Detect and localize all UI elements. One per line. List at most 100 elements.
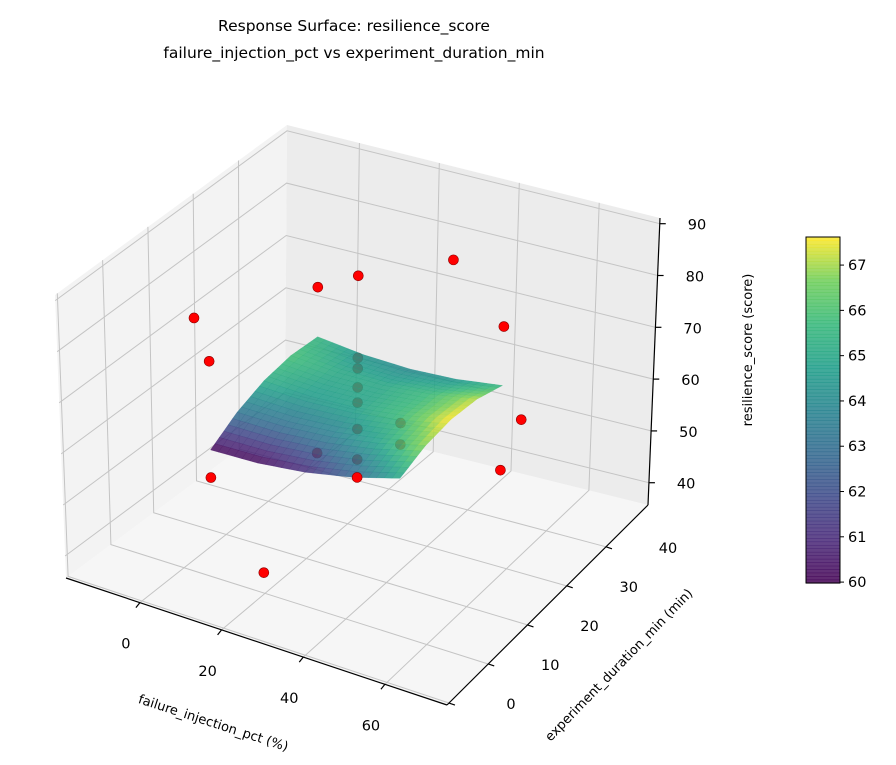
- x-tick: [135, 602, 141, 609]
- colorbar-segment: [806, 579, 840, 584]
- colorbar-segment: [806, 534, 840, 539]
- data-point: [203, 355, 215, 367]
- colorbar-segment: [806, 337, 840, 342]
- colorbar-segment: [806, 326, 840, 332]
- y-gridline: [56, 293, 450, 704]
- floor-pane: [66, 415, 648, 705]
- colorbar-segment: [806, 389, 840, 394]
- colorbar-segment: [806, 527, 840, 532]
- colorbar-segment: [806, 285, 840, 290]
- colorbar-segment: [806, 572, 840, 577]
- colorbar-segment: [806, 309, 840, 314]
- colorbar-segment: [806, 493, 840, 498]
- colorbar-segment: [806, 496, 840, 501]
- colorbar-segment: [806, 320, 840, 325]
- colorbar-segment: [806, 361, 840, 366]
- colorbar-segment: [806, 430, 840, 435]
- y-tick: [488, 663, 495, 667]
- colorbar-segment: [806, 371, 840, 376]
- colorbar-segment: [806, 403, 840, 408]
- colorbar-segment: [806, 558, 840, 563]
- points-front: [188, 254, 527, 578]
- y-axis-line: [446, 504, 649, 706]
- colorbar-segment: [806, 306, 840, 311]
- y-tick: [448, 702, 456, 706]
- colorbar-segment: [806, 278, 840, 283]
- data-point: [351, 472, 363, 483]
- colorbar-segment: [806, 323, 840, 328]
- colorbar-segment: [806, 347, 840, 352]
- y-tick-label: 0: [506, 697, 515, 713]
- y-gridline: [102, 260, 489, 665]
- y-tick-label: 10: [541, 658, 559, 674]
- colorbar-segment: [806, 243, 840, 248]
- colorbar-segment: [806, 330, 840, 335]
- colorbar-segment: [806, 548, 840, 553]
- colorbar-segment: [806, 358, 840, 363]
- colorbar-segment: [806, 250, 840, 255]
- colorbar-segment: [806, 316, 840, 321]
- colorbar-segment: [806, 378, 840, 383]
- colorbar-segment: [806, 458, 840, 463]
- data-point: [188, 312, 200, 324]
- colorbar-segment: [806, 486, 840, 491]
- colorbar-segment: [806, 254, 840, 259]
- colorbar-tick-label: 60: [848, 575, 866, 591]
- z-tick-label: 70: [683, 321, 701, 337]
- colorbar-segment: [806, 538, 840, 543]
- colorbar-segment: [806, 441, 840, 446]
- data-point: [448, 254, 459, 266]
- colorbar-segment: [806, 351, 840, 356]
- colorbar-segment: [806, 264, 840, 269]
- colorbar-segment: [806, 261, 840, 266]
- colorbar-segment: [806, 416, 840, 421]
- colorbar-segment: [806, 451, 840, 456]
- colorbar-segment: [806, 399, 840, 404]
- colorbar: 60 61 62 63 64 65 66 67: [805, 236, 866, 591]
- colorbar-segment: [806, 237, 840, 242]
- colorbar-segment: [806, 551, 840, 556]
- colorbar-segment: [806, 281, 840, 287]
- z-tick-label: 80: [686, 270, 704, 286]
- y-tick: [605, 546, 613, 550]
- z-tick-label: 50: [679, 425, 697, 441]
- colorbar-segment: [806, 302, 840, 307]
- colorbar-segment: [806, 354, 840, 359]
- z-tick-label: 40: [677, 477, 695, 493]
- colorbar-segment: [806, 295, 840, 300]
- colorbar-segment: [806, 475, 840, 480]
- z-gridline: [58, 234, 656, 404]
- colorbar-segment: [806, 427, 840, 432]
- colorbar-segment: [806, 365, 840, 370]
- colorbar-segment: [806, 406, 840, 411]
- colorbar-segment: [806, 444, 840, 449]
- colorbar-segment: [806, 531, 840, 536]
- colorbar-segment: [806, 510, 840, 515]
- z-tick-label: 60: [681, 373, 699, 389]
- x-tick-label: 60: [362, 718, 380, 734]
- colorbar-segment: [806, 392, 840, 397]
- z-gridline: [54, 130, 660, 302]
- colorbar-segment: [806, 268, 840, 273]
- x-tick-label: 40: [280, 691, 298, 707]
- colorbar-segment: [806, 271, 840, 276]
- colorbar-frame: [805, 236, 841, 584]
- colorbar-segment: [806, 340, 840, 345]
- colorbar-segment: [806, 465, 840, 470]
- colorbar-segment: [806, 562, 840, 567]
- colorbar-segment: [806, 472, 840, 477]
- x-axis-line: [65, 577, 448, 706]
- data-point: [498, 321, 510, 332]
- colorbar-segment: [806, 454, 840, 460]
- z-tick-label: 90: [688, 218, 706, 234]
- x-gridline: [302, 182, 520, 658]
- colorbar-segment: [806, 555, 840, 560]
- x-gridline: [384, 202, 600, 685]
- colorbar-segment: [806, 420, 840, 425]
- colorbar-segment: [806, 275, 840, 280]
- y-axis-label: experiment_duration_min (min): [543, 586, 697, 744]
- colorbar-segment: [806, 434, 840, 439]
- colorbar-segment: [806, 382, 840, 387]
- y-gridline: [192, 193, 567, 587]
- colorbar-segment: [806, 299, 840, 304]
